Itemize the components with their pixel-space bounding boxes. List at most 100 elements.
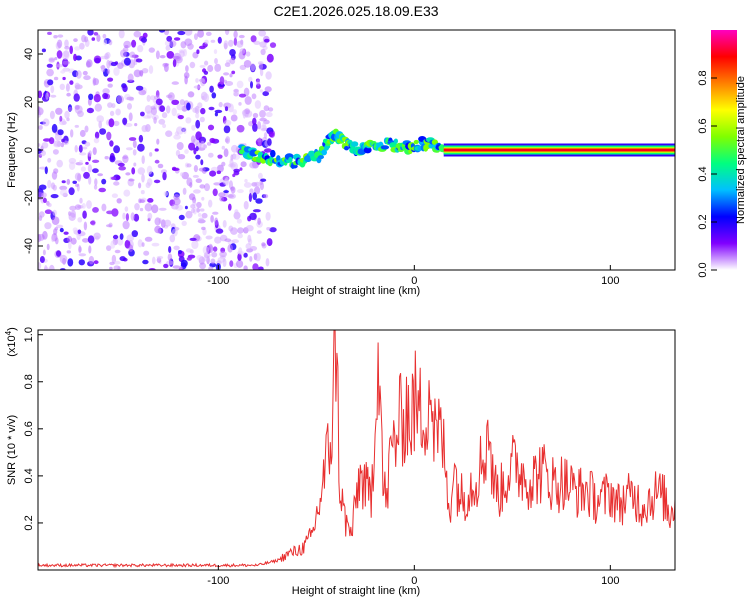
snr-xlabel: Height of straight line (km): [292, 585, 420, 597]
spectrogram-cell: [211, 92, 217, 99]
spectrogram-cell: [68, 241, 72, 250]
spectrogram-cell: [413, 139, 419, 145]
y-tick-label: -40: [23, 238, 35, 254]
spectrogram-cell: [167, 253, 173, 261]
spectrogram-cell: [197, 102, 203, 109]
spectrogram-cell: [51, 123, 58, 133]
spectrogram-cell: [57, 129, 64, 136]
spectrogram-cell: [171, 228, 178, 237]
spectrogram-cell: [98, 187, 106, 193]
spectrogram-cell: [264, 38, 270, 43]
spectrogram-cell: [267, 138, 272, 146]
spectrogram-cell: [50, 194, 59, 199]
spectrogram-cell: [180, 41, 187, 49]
spectrogram-cell: [158, 118, 166, 125]
spectrogram-cell: [214, 236, 222, 244]
spectrogram-cell: [144, 105, 153, 114]
colorbar-tick-label: 0.4: [697, 166, 709, 181]
spectrogram-cell: [197, 213, 202, 217]
spectrogram-cell: [252, 112, 259, 119]
spectrogram-cell: [148, 47, 155, 53]
spectrogram-cell: [173, 134, 181, 140]
spectrogram-cell: [165, 130, 173, 137]
spectrogram-cell: [56, 159, 63, 168]
spectrogram-cell: [151, 242, 160, 247]
spectrogram-cell: [214, 63, 222, 72]
spectrogram-cell: [269, 227, 277, 233]
spectrogram-cell: [131, 230, 138, 238]
spectrogram-cell: [38, 90, 43, 99]
spectrogram-cell: [146, 165, 153, 175]
spectrogram-cell: [223, 148, 229, 158]
spectrogram-cell: [249, 256, 253, 262]
spectrogram-cell: [156, 255, 164, 260]
spectrogram-cell: [212, 211, 219, 215]
spectrogram-cell: [184, 75, 188, 85]
spectrogram-cell: [133, 30, 142, 38]
spectrogram-cell: [192, 174, 199, 178]
spectrogram-cell: [55, 107, 63, 115]
spectrogram-cell: [139, 207, 144, 212]
spectrogram-cell: [120, 49, 127, 58]
y-tick-label: 1.0: [23, 327, 35, 342]
colorbar: 0.0 0.2 0.4 0.6 0.8 Normalized spectral ampl…: [697, 30, 747, 278]
spectrogram-cell: [125, 147, 133, 151]
spectrogram-cell: [179, 50, 185, 58]
spectrogram-cell: [212, 188, 218, 197]
spectrogram-cell: [55, 63, 64, 68]
spectrogram-cell: [236, 80, 244, 89]
spectrogram-cell: [238, 93, 247, 98]
spectrogram-cell: [117, 162, 125, 167]
snr-multiplier: (x104): [4, 327, 18, 357]
colorbar-ticks: 0.0 0.2 0.4 0.6 0.8: [697, 70, 717, 278]
x-tick-label: 100: [601, 575, 619, 587]
spectrogram-cell: [237, 189, 244, 194]
spectrogram-cell: [243, 60, 252, 68]
spectrogram-cell: [106, 245, 112, 252]
spectrogram-cell: [41, 142, 49, 149]
spectrogram-cell: [47, 31, 52, 35]
spectrogram-cell: [111, 208, 119, 217]
spectrogram-cell: [195, 131, 202, 141]
spectrogram-cell: [109, 261, 115, 266]
spectrogram-cell: [195, 146, 199, 152]
spectrogram-cell: [233, 37, 238, 46]
spectrogram-cell: [70, 210, 77, 218]
spectrogram-cell: [70, 129, 74, 138]
spectrogram-cell: [195, 78, 199, 83]
spectrogram-cell: [129, 51, 136, 59]
spectrogram-cell: [72, 180, 77, 184]
spectrogram-cell: [208, 243, 213, 251]
spectrogram-cell: [38, 211, 45, 218]
spectrogram-cell: [263, 132, 268, 139]
spectrogram-cell: [138, 182, 142, 189]
spectrogram-cell: [252, 123, 258, 132]
spectrogram-cell: [86, 200, 92, 209]
spectrogram-cell: [171, 81, 179, 85]
spectrogram-cell: [88, 255, 95, 265]
spectrogram-cell: [183, 127, 187, 134]
spectrogram-cell: [113, 67, 120, 76]
spectrogram-cell: [82, 70, 88, 76]
spectrogram-cell: [249, 212, 257, 221]
spectrogram-cell: [68, 187, 75, 196]
spectrogram-cell: [86, 107, 94, 114]
spectrogram-cell: [173, 37, 181, 41]
spectrogram-cell: [258, 266, 264, 270]
spectrogram-cell: [236, 40, 244, 48]
spectrogram-cell: [93, 137, 100, 144]
spectrogram-cell: [168, 40, 177, 48]
spectrogram-cell: [54, 227, 59, 231]
spectrogram-cell: [122, 117, 128, 126]
spectrogram-cell: [258, 30, 267, 37]
spectrogram-cell: [113, 265, 121, 270]
spectrogram-cell: [232, 173, 236, 178]
spectrogram-cell: [144, 236, 153, 242]
spectrogram-cell: [230, 186, 236, 194]
spectrogram-cell: [189, 237, 197, 241]
spectrogram-cell: [243, 87, 250, 97]
spectrogram-cell: [254, 181, 261, 187]
spectrogram-cell: [229, 49, 236, 57]
spectrogram-cell: [140, 111, 145, 117]
spectrogram-cell: [203, 93, 210, 103]
